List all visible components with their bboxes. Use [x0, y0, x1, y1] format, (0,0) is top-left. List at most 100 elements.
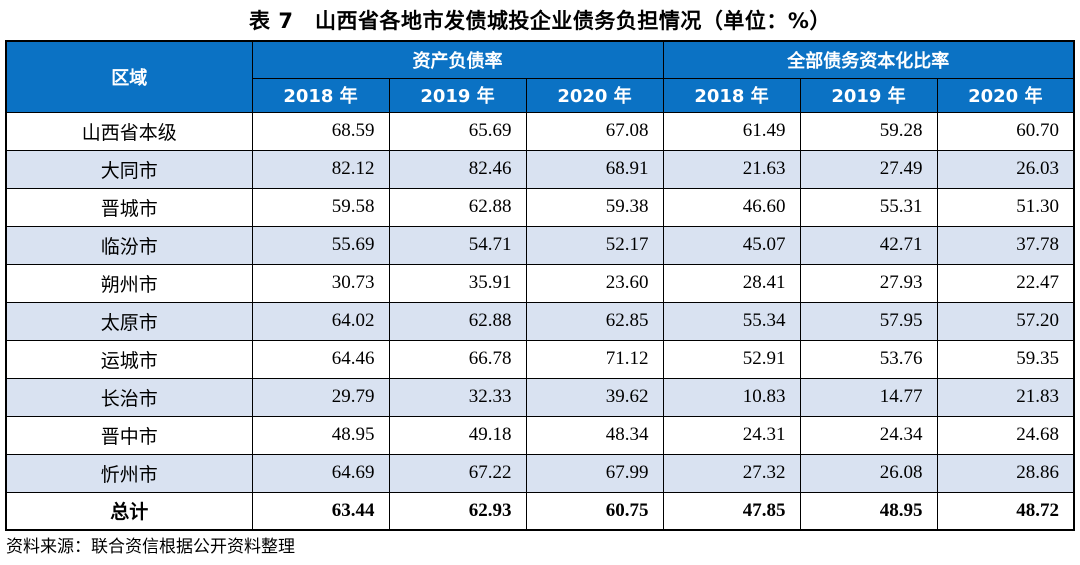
table-row: 朔州市 30.73 35.91 23.60 28.41 27.93 22.47 [5, 263, 1075, 303]
region-column-header: 区域 [5, 40, 253, 113]
year-header-debt-2020: 2020 年 [936, 77, 1075, 113]
value-cell: 52.91 [662, 339, 801, 379]
value-cell: 28.86 [936, 453, 1075, 493]
region-cell: 大同市 [5, 149, 253, 189]
value-cell: 42.71 [799, 225, 938, 265]
value-cell: 29.79 [251, 377, 390, 417]
table-row: 临汾市 55.69 54.71 52.17 45.07 42.71 37.78 [5, 225, 1075, 265]
value-cell: 71.12 [525, 339, 664, 379]
value-cell: 52.17 [525, 225, 664, 265]
value-cell: 60.75 [525, 491, 664, 531]
value-cell: 30.73 [251, 263, 390, 303]
group-header-asset-liability-ratio: 资产负债率 [251, 40, 664, 79]
year-header-debt-2018: 2018 年 [662, 77, 801, 113]
year-header-row: 2018 年 2019 年 2020 年 2018 年 2019 年 2020 … [6, 77, 1075, 113]
value-cell: 55.31 [799, 187, 938, 227]
region-cell: 太原市 [5, 301, 253, 341]
region-cell: 山西省本级 [5, 111, 253, 151]
table-row: 山西省本级 68.59 65.69 67.08 61.49 59.28 60.70 [5, 111, 1075, 151]
value-cell: 59.35 [936, 339, 1075, 379]
table-row: 总计 63.44 62.93 60.75 47.85 48.95 48.72 [5, 491, 1075, 531]
table-row: 晋中市 48.95 49.18 48.34 24.31 24.34 24.68 [5, 415, 1075, 455]
value-cell: 51.30 [936, 187, 1075, 227]
value-cell: 68.59 [251, 111, 390, 151]
value-cell: 24.34 [799, 415, 938, 455]
table-row: 晋城市 59.58 62.88 59.38 46.60 55.31 51.30 [5, 187, 1075, 227]
region-cell: 朔州市 [5, 263, 253, 303]
value-cell: 55.34 [662, 301, 801, 341]
value-cell: 64.46 [251, 339, 390, 379]
region-cell: 晋中市 [5, 415, 253, 455]
value-cell: 67.08 [525, 111, 664, 151]
value-cell: 61.49 [662, 111, 801, 151]
group-header-total-debt-capitalization-ratio: 全部债务资本化比率 [662, 40, 1075, 79]
value-cell: 27.32 [662, 453, 801, 493]
value-cell: 48.34 [525, 415, 664, 455]
value-cell: 49.18 [388, 415, 527, 455]
value-cell: 60.70 [936, 111, 1075, 151]
value-cell: 45.07 [662, 225, 801, 265]
value-cell: 64.02 [251, 301, 390, 341]
value-cell: 48.95 [251, 415, 390, 455]
value-cell: 82.12 [251, 149, 390, 189]
value-cell: 57.20 [936, 301, 1075, 341]
value-cell: 59.28 [799, 111, 938, 151]
year-header-asset-2018: 2018 年 [251, 77, 390, 113]
region-cell: 忻州市 [5, 453, 253, 493]
value-cell: 66.78 [388, 339, 527, 379]
value-cell: 55.69 [251, 225, 390, 265]
value-cell: 59.38 [525, 187, 664, 227]
value-cell: 54.71 [388, 225, 527, 265]
year-header-asset-2020: 2020 年 [525, 77, 664, 113]
value-cell: 27.93 [799, 263, 938, 303]
table-title: 表 7 山西省各地市发债城投企业债务负担情况（单位：%） [249, 9, 831, 33]
value-cell: 21.63 [662, 149, 801, 189]
table-header: 区域 资产负债率 全部债务资本化比率 2018 年 2019 年 2020 年 … [5, 40, 1075, 113]
value-cell: 62.88 [388, 187, 527, 227]
debt-burden-table: 区域 资产负债率 全部债务资本化比率 2018 年 2019 年 2020 年 … [5, 40, 1076, 531]
region-cell: 运城市 [5, 339, 253, 379]
region-cell: 临汾市 [5, 225, 253, 265]
value-cell: 46.60 [662, 187, 801, 227]
value-cell: 37.78 [936, 225, 1075, 265]
value-cell: 65.69 [388, 111, 527, 151]
table-row: 长治市 29.79 32.33 39.62 10.83 14.77 21.83 [5, 377, 1075, 417]
group-header-row: 区域 资产负债率 全部债务资本化比率 [5, 40, 1075, 113]
table-row: 大同市 82.12 82.46 68.91 21.63 27.49 26.03 [5, 149, 1075, 189]
value-cell: 26.08 [799, 453, 938, 493]
value-cell: 28.41 [662, 263, 801, 303]
source-note: 资料来源：联合资信根据公开资料整理 [6, 537, 295, 556]
value-cell: 47.85 [662, 491, 801, 531]
value-cell: 24.68 [936, 415, 1075, 455]
table-row: 忻州市 64.69 67.22 67.99 27.32 26.08 28.86 [5, 453, 1075, 493]
value-cell: 62.85 [525, 301, 664, 341]
value-cell: 59.58 [251, 187, 390, 227]
value-cell: 27.49 [799, 149, 938, 189]
value-cell: 53.76 [799, 339, 938, 379]
region-cell: 晋城市 [5, 187, 253, 227]
value-cell: 35.91 [388, 263, 527, 303]
value-cell: 62.88 [388, 301, 527, 341]
value-cell: 67.99 [525, 453, 664, 493]
region-cell: 总计 [5, 491, 253, 531]
table-body: 山西省本级 68.59 65.69 67.08 61.49 59.28 60.70 大同市 82… [5, 111, 1075, 531]
value-cell: 62.93 [388, 491, 527, 531]
value-cell: 10.83 [662, 377, 801, 417]
table-row: 运城市 64.46 66.78 71.12 52.91 53.76 59.35 [5, 339, 1075, 379]
value-cell: 32.33 [388, 377, 527, 417]
value-cell: 67.22 [388, 453, 527, 493]
value-cell: 68.91 [525, 149, 664, 189]
value-cell: 57.95 [799, 301, 938, 341]
value-cell: 24.31 [662, 415, 801, 455]
value-cell: 26.03 [936, 149, 1075, 189]
value-cell: 48.95 [799, 491, 938, 531]
value-cell: 64.69 [251, 453, 390, 493]
value-cell: 22.47 [936, 263, 1075, 303]
table-row: 太原市 64.02 62.88 62.85 55.34 57.95 57.20 [5, 301, 1075, 341]
value-cell: 82.46 [388, 149, 527, 189]
value-cell: 23.60 [525, 263, 664, 303]
year-header-debt-2019: 2019 年 [799, 77, 938, 113]
value-cell: 21.83 [936, 377, 1075, 417]
region-cell: 长治市 [5, 377, 253, 417]
